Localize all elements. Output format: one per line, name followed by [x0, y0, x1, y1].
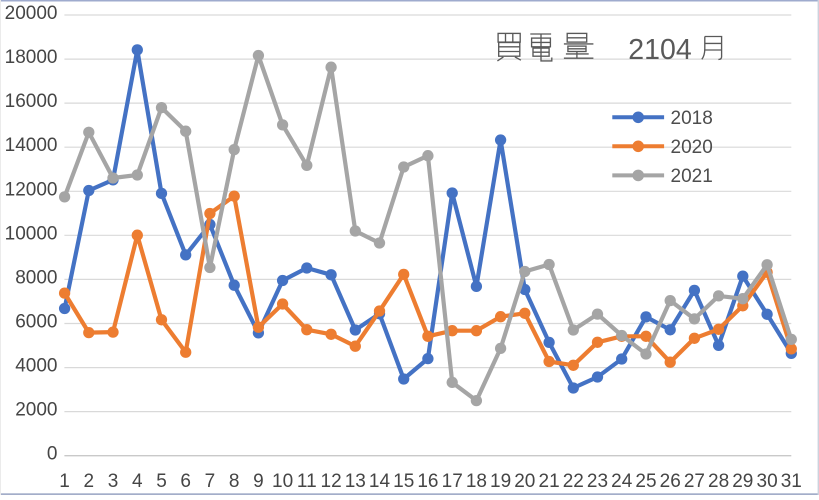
svg-text:7: 7 [205, 471, 216, 492]
svg-text:21: 21 [539, 471, 560, 492]
svg-text:2104: 2104 [628, 34, 692, 66]
svg-text:31: 31 [781, 471, 802, 492]
svg-text:13: 13 [345, 471, 366, 492]
svg-text:18000: 18000 [5, 47, 58, 68]
svg-text:2020: 2020 [671, 137, 713, 158]
svg-text:25: 25 [635, 471, 656, 492]
svg-text:19: 19 [490, 471, 511, 492]
svg-text:14000: 14000 [5, 135, 58, 156]
svg-text:12000: 12000 [5, 179, 58, 200]
svg-text:4: 4 [132, 471, 143, 492]
svg-text:16: 16 [417, 471, 438, 492]
svg-text:20000: 20000 [5, 3, 58, 24]
svg-text:15: 15 [393, 471, 414, 492]
svg-text:6000: 6000 [15, 312, 57, 333]
svg-text:0: 0 [47, 444, 58, 465]
svg-text:3: 3 [108, 471, 119, 492]
svg-text:2021: 2021 [671, 166, 713, 187]
svg-text:30: 30 [757, 471, 778, 492]
svg-text:14: 14 [369, 471, 391, 492]
svg-text:5: 5 [156, 471, 167, 492]
svg-text:18: 18 [466, 471, 487, 492]
svg-text:10000: 10000 [5, 223, 58, 244]
svg-text:23: 23 [587, 471, 608, 492]
svg-text:24: 24 [611, 471, 633, 492]
svg-text:12: 12 [321, 471, 342, 492]
svg-text:9: 9 [253, 471, 264, 492]
svg-text:16000: 16000 [5, 91, 58, 112]
svg-text:28: 28 [708, 471, 729, 492]
svg-text:2018: 2018 [671, 108, 713, 129]
svg-text:17: 17 [442, 471, 463, 492]
svg-text:29: 29 [732, 471, 753, 492]
svg-text:27: 27 [684, 471, 705, 492]
svg-text:2: 2 [84, 471, 95, 492]
svg-text:26: 26 [660, 471, 681, 492]
svg-text:22: 22 [563, 471, 584, 492]
svg-text:4000: 4000 [15, 356, 57, 377]
svg-text:2000: 2000 [15, 400, 57, 421]
svg-text:8000: 8000 [15, 267, 57, 288]
svg-text:6: 6 [180, 471, 191, 492]
svg-text:10: 10 [272, 471, 293, 492]
svg-text:11: 11 [297, 471, 317, 492]
svg-text:20: 20 [514, 471, 535, 492]
svg-text:1: 1 [59, 471, 70, 492]
svg-text:8: 8 [229, 471, 240, 492]
